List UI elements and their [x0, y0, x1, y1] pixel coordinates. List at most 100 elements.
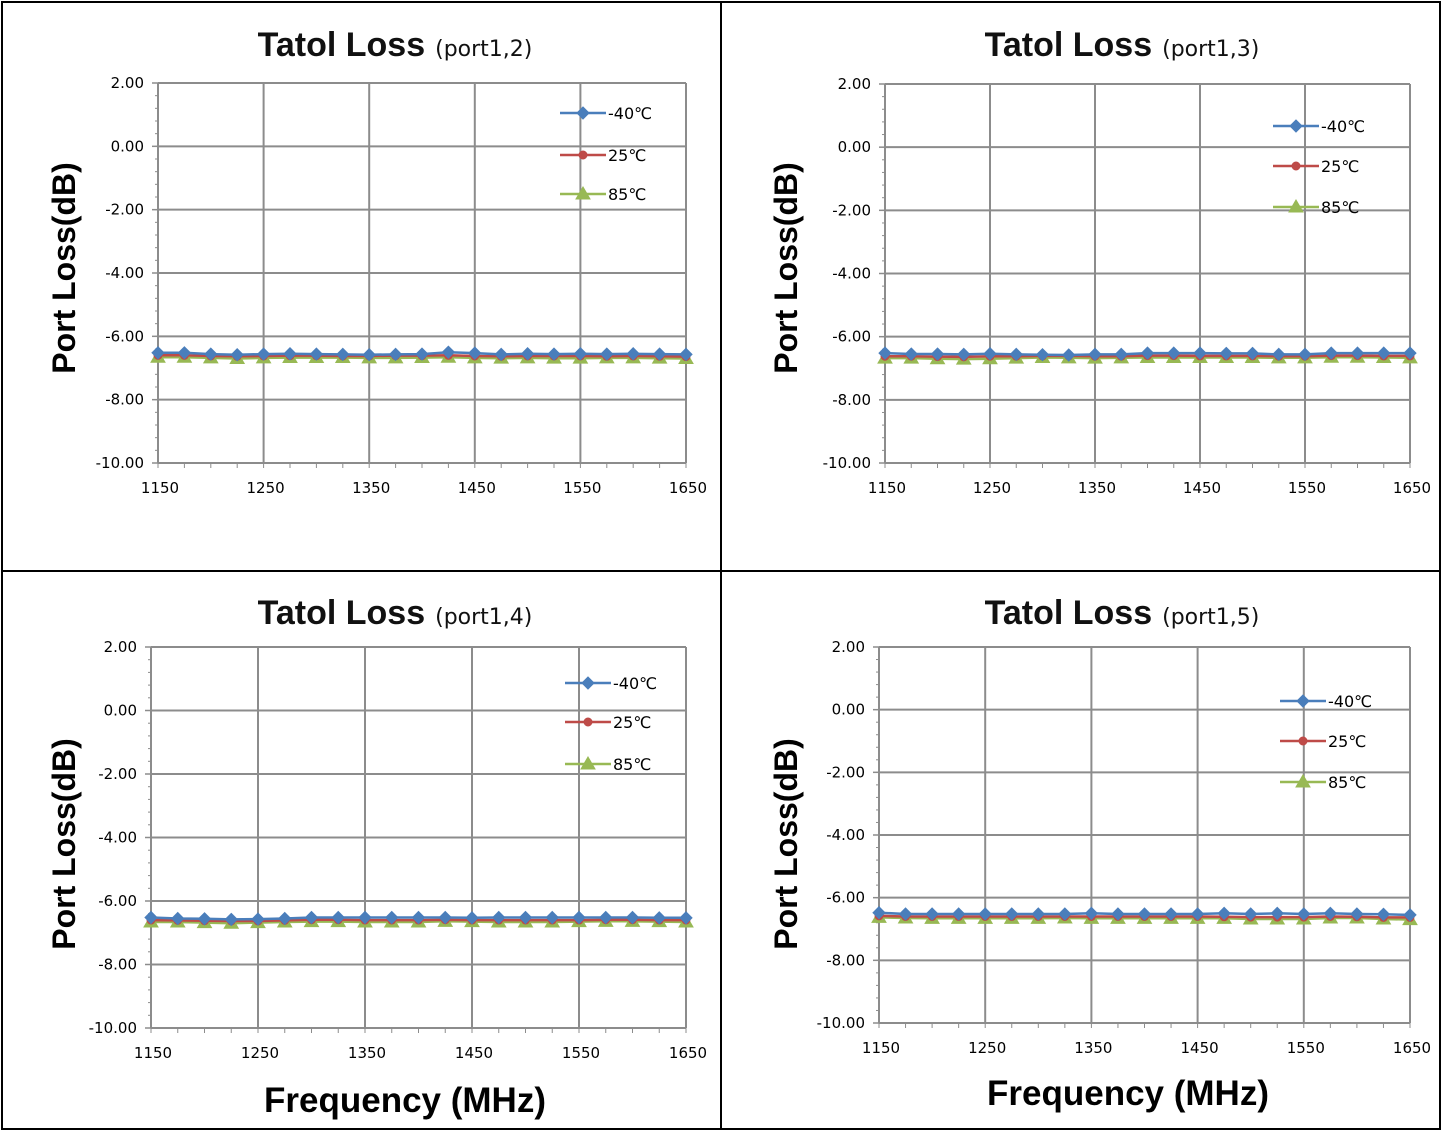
- x-tick-label: 1450: [1181, 1039, 1219, 1057]
- x-tick-label: 1150: [141, 479, 179, 497]
- data-point: [1272, 347, 1286, 362]
- legend-marker: [1296, 694, 1310, 708]
- data-point: [1270, 906, 1284, 921]
- data-point: [411, 910, 426, 925]
- data-point: [251, 912, 265, 926]
- x-tick-label: 1450: [1183, 479, 1221, 497]
- data-point: [573, 347, 588, 361]
- data-point: [230, 347, 244, 362]
- x-tick-label: 1550: [1287, 1039, 1325, 1057]
- chart-title-main: Tatol Loss: [258, 594, 426, 632]
- x-tick-label: 1250: [973, 479, 1011, 497]
- data-point: [547, 347, 561, 361]
- data-point: [1035, 347, 1050, 362]
- data-point: [1031, 907, 1046, 921]
- data-point: [572, 910, 586, 925]
- data-point: [151, 346, 165, 360]
- data-point: [1164, 907, 1178, 921]
- y-tick-label: 0.00: [838, 138, 871, 156]
- legend-label: -40℃: [613, 674, 657, 693]
- data-point: [465, 911, 479, 925]
- x-axis-label: Frequency (MHz): [264, 1081, 546, 1120]
- data-point: [1084, 906, 1099, 921]
- y-tick-label: -2.00: [105, 201, 144, 219]
- data-point: [898, 907, 913, 921]
- data-point: [872, 905, 886, 920]
- y-tick-label: -2.00: [832, 201, 871, 219]
- chart-title: Tatol Loss (port1,4): [258, 594, 533, 632]
- legend-label: 85℃: [1328, 773, 1366, 792]
- y-tick-label: -4.00: [832, 265, 871, 283]
- chart-title: Tatol Loss (port1,3): [985, 26, 1260, 64]
- y-tick-label: 0.00: [111, 137, 144, 155]
- chart-title-sub: (port1,2): [435, 37, 532, 62]
- chart-title-main: Tatol Loss: [258, 26, 426, 64]
- legend-entry: -40℃: [1280, 692, 1372, 711]
- data-point: [1217, 906, 1231, 921]
- y-tick-label: 2.00: [832, 638, 865, 656]
- x-tick-label: 1250: [247, 479, 285, 497]
- data-point: [925, 907, 939, 921]
- chart-title-sub: (port1,5): [1162, 605, 1259, 630]
- y-tick-label: -10.00: [89, 1019, 137, 1037]
- legend-entry: -40℃: [1273, 117, 1365, 136]
- data-point: [494, 347, 508, 362]
- y-tick-label: -4.00: [826, 826, 865, 844]
- y-tick-label: -10.00: [817, 1014, 865, 1032]
- data-point: [362, 347, 376, 362]
- data-point: [224, 912, 238, 927]
- y-tick-label: 0.00: [832, 701, 865, 719]
- legend-label: 25℃: [608, 146, 646, 165]
- panel-divider-horizontal: [1, 570, 1441, 572]
- data-point: [983, 347, 997, 361]
- chart-title: Tatol Loss (port1,2): [258, 26, 533, 64]
- y-tick-label: -8.00: [832, 391, 871, 409]
- y-tick-label: -6.00: [98, 892, 137, 910]
- series-0: [878, 346, 1417, 362]
- data-point: [1137, 907, 1152, 921]
- data-point: [904, 347, 918, 361]
- x-tick-label: 1250: [968, 1039, 1006, 1057]
- data-point: [957, 347, 971, 362]
- data-point: [438, 910, 452, 925]
- data-point: [204, 347, 218, 361]
- legend-marker: [580, 756, 596, 770]
- legend-label: 85℃: [613, 755, 651, 774]
- data-point: [1111, 907, 1125, 921]
- data-point: [144, 910, 158, 925]
- x-tick-label: 1650: [669, 1044, 707, 1062]
- data-point: [626, 347, 640, 361]
- legend-label: -40℃: [1328, 692, 1372, 711]
- data-point: [1190, 907, 1205, 921]
- data-point: [1403, 346, 1417, 360]
- y-axis-label: Port Loss(dB): [768, 162, 804, 374]
- y-tick-label: -6.00: [105, 327, 144, 345]
- x-tick-label: 1450: [458, 479, 496, 497]
- y-tick-label: -6.00: [826, 889, 865, 907]
- legend-label: 25℃: [613, 713, 651, 732]
- legend-label: -40℃: [608, 104, 652, 123]
- legend-marker: [575, 186, 591, 200]
- y-tick-label: -2.00: [826, 763, 865, 781]
- data-point: [278, 911, 292, 926]
- x-tick-label: 1650: [1393, 1039, 1431, 1057]
- chart-title-sub: (port1,4): [435, 605, 532, 630]
- data-point: [600, 347, 614, 361]
- legend-entry: 85℃: [565, 755, 651, 774]
- data-point: [951, 907, 966, 921]
- y-axis-label: Port Loss(dB): [768, 738, 804, 950]
- data-point: [283, 347, 297, 361]
- legend-marker: [1298, 736, 1308, 746]
- legend-marker: [583, 717, 593, 727]
- y-tick-label: -4.00: [105, 264, 144, 282]
- data-point: [1324, 346, 1338, 360]
- data-point: [1298, 347, 1312, 362]
- data-point: [1243, 907, 1258, 921]
- y-tick-label: -10.00: [96, 454, 144, 472]
- x-tick-label: 1650: [669, 479, 707, 497]
- legend-entry: -40℃: [560, 104, 652, 123]
- series-0: [144, 910, 693, 927]
- data-point: [468, 346, 482, 360]
- data-point: [978, 907, 992, 921]
- x-tick-label: 1550: [563, 479, 601, 497]
